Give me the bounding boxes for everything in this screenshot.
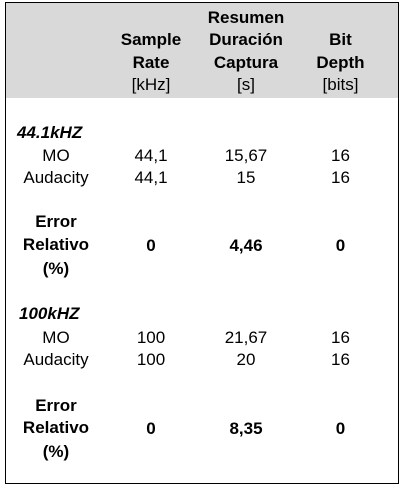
- header-sample-rate-line2: Rate: [132, 53, 170, 72]
- error-label-line1: Error: [35, 396, 77, 415]
- error-duration: 4,46: [229, 236, 263, 255]
- header-bit-depth-line2: Depth: [316, 53, 365, 72]
- header-sample-rate-unit: [kHz]: [131, 75, 171, 94]
- error-bit-depth: 0: [335, 236, 346, 255]
- error-label-line3: (%): [42, 259, 70, 278]
- header-duration-line2: Duración: [209, 30, 283, 49]
- row-bit-depth: 16: [331, 350, 350, 369]
- row-bit-depth: 16: [331, 146, 350, 165]
- error-label-line1: Error: [35, 212, 77, 231]
- error-label-line2: Relativo: [22, 418, 90, 437]
- error-bit-depth: 0: [335, 419, 346, 438]
- row-label: Audacity: [23, 350, 89, 369]
- row-duration: 15: [236, 168, 256, 187]
- row-duration: 15,67: [224, 146, 268, 165]
- row-label: Audacity: [23, 168, 89, 187]
- section-title: 44.1kHZ: [17, 123, 83, 142]
- row-bit-depth: 16: [331, 168, 350, 187]
- header-bit-depth-line1: Bit: [329, 30, 352, 49]
- comparison-table: Sample Rate [kHz] Resumen Duración Captu…: [5, 2, 399, 484]
- header-duration-unit: [s]: [237, 75, 255, 94]
- header-sample-rate-line1: Sample: [120, 30, 182, 49]
- row-sample-rate: 100: [136, 350, 166, 369]
- row-sample-rate: 44,1: [134, 168, 168, 187]
- row-label: MO: [42, 328, 70, 347]
- row-sample-rate: 44,1: [134, 146, 168, 165]
- row-label: MO: [42, 146, 70, 165]
- section-title: 100kHZ: [19, 304, 80, 323]
- header-duration-line1: Resumen: [207, 8, 285, 27]
- row-duration: 21,67: [224, 328, 268, 347]
- header-bit-depth-unit: [bits]: [322, 75, 359, 94]
- row-bit-depth: 16: [331, 328, 350, 347]
- table-header: Sample Rate [kHz] Resumen Duración Captu…: [6, 3, 398, 98]
- error-sample-rate: 0: [146, 236, 156, 255]
- error-sample-rate: 0: [146, 419, 156, 438]
- header-duration-line3: Captura: [213, 53, 279, 72]
- row-duration: 20: [236, 350, 256, 369]
- error-label-line2: Relativo: [22, 235, 90, 254]
- row-sample-rate: 100: [136, 328, 166, 347]
- error-label-line3: (%): [42, 442, 70, 461]
- error-duration: 8,35: [229, 419, 263, 438]
